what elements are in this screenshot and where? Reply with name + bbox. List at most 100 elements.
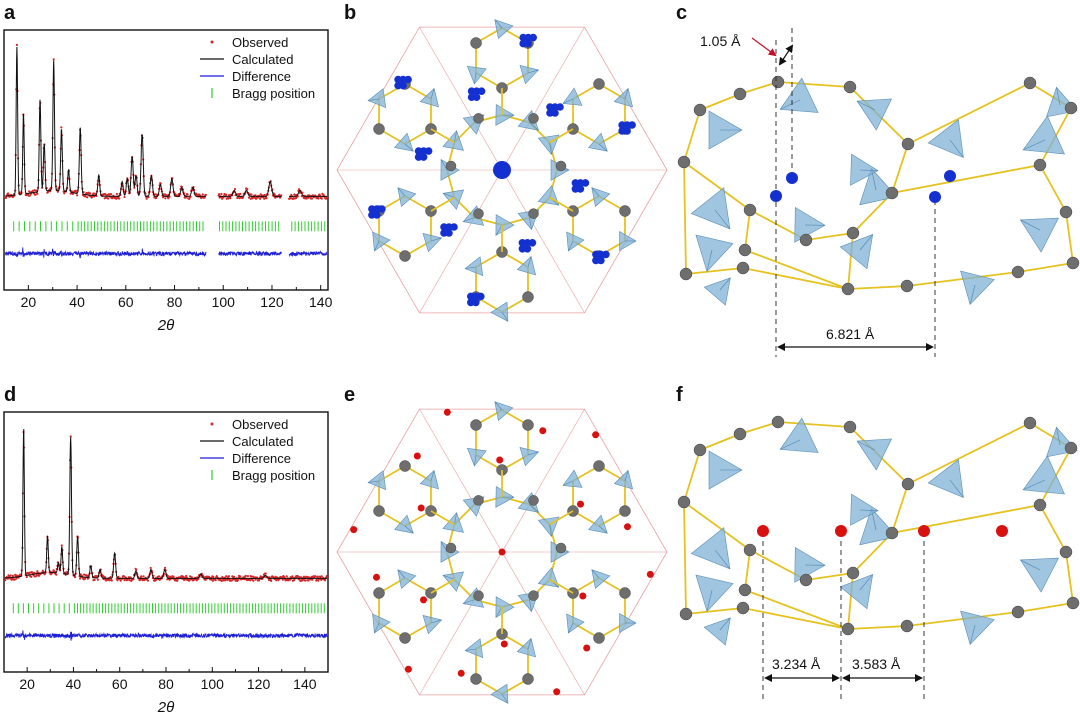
framework-bond bbox=[1017, 262, 1074, 273]
tetrahedron bbox=[927, 119, 964, 158]
ion-atom bbox=[786, 172, 798, 184]
tetrahedron bbox=[466, 65, 487, 85]
x-tick-label: 60 bbox=[112, 676, 128, 692]
observed-point bbox=[244, 574, 247, 578]
observed-point bbox=[115, 197, 118, 200]
x-tick-label: 120 bbox=[260, 294, 284, 310]
observed-point bbox=[149, 566, 152, 570]
framework-node bbox=[399, 250, 411, 262]
observed-point bbox=[239, 192, 242, 195]
tetrahedron bbox=[372, 231, 391, 252]
framework-bond bbox=[742, 267, 849, 290]
observed-point bbox=[15, 43, 18, 47]
tetrahedron-edge bbox=[562, 480, 574, 486]
framework-bond bbox=[683, 161, 751, 211]
observed-point bbox=[86, 196, 89, 199]
tetrahedron-edge bbox=[549, 524, 552, 537]
observed-point bbox=[55, 573, 58, 576]
tetrahedron bbox=[1019, 557, 1060, 593]
tetrahedron bbox=[464, 256, 484, 277]
observed-point bbox=[310, 197, 313, 200]
panel-label-e: e bbox=[344, 384, 356, 406]
ion-atom bbox=[770, 190, 782, 202]
observed-point bbox=[9, 574, 12, 577]
legend-label: Difference bbox=[232, 451, 291, 466]
framework-node bbox=[522, 291, 534, 303]
framework-bond bbox=[777, 81, 851, 88]
tetrahedron bbox=[591, 187, 611, 207]
framework-node bbox=[1033, 158, 1047, 172]
panel-label-a: a bbox=[4, 2, 16, 24]
observed-point bbox=[69, 435, 72, 438]
tetrahedron bbox=[442, 571, 465, 592]
framework-node bbox=[841, 622, 855, 636]
guest-ion bbox=[583, 644, 591, 652]
panel-label-d: d bbox=[4, 384, 17, 406]
framework-node bbox=[843, 420, 857, 434]
guest-ion bbox=[413, 452, 421, 460]
tetrahedron bbox=[839, 234, 874, 270]
tetrahedron-edge bbox=[1023, 139, 1046, 151]
framework-node bbox=[733, 87, 747, 101]
observed-point bbox=[145, 197, 148, 200]
framework-node bbox=[736, 601, 750, 615]
tetrahedron-edge bbox=[494, 19, 503, 29]
diffraction-plot-a: 20 40 60 80 100 120 140 2θ Observed Calculated Dif… bbox=[3, 29, 333, 334]
x-tick-label: 40 bbox=[69, 294, 85, 310]
tetrahedron-edge bbox=[463, 599, 475, 604]
tetrahedron bbox=[464, 638, 484, 659]
framework-node bbox=[373, 123, 385, 135]
framework-node bbox=[593, 460, 605, 472]
framework-node bbox=[473, 208, 484, 219]
observed-point bbox=[317, 197, 320, 200]
framework-bond bbox=[739, 81, 779, 95]
observed-point bbox=[285, 575, 288, 578]
guest-molecule-atom bbox=[450, 223, 458, 231]
tetrahedron-edge bbox=[624, 88, 629, 100]
guest-molecule-atom bbox=[404, 75, 412, 84]
observed-point bbox=[74, 190, 78, 193]
framework-node bbox=[555, 160, 567, 172]
observed-point bbox=[108, 193, 111, 196]
x-tick-label: 120 bbox=[247, 676, 271, 692]
observed-point bbox=[259, 197, 262, 200]
tetrahedron bbox=[397, 569, 417, 589]
framework-bond bbox=[907, 82, 1031, 145]
tetrahedron-edge bbox=[714, 209, 731, 229]
framework-bond bbox=[683, 449, 701, 503]
framework-node bbox=[470, 37, 482, 49]
framework-structure-e bbox=[336, 401, 668, 704]
x-tick-label: 100 bbox=[201, 676, 225, 692]
observed-point bbox=[13, 578, 16, 581]
tetrahedron-edge bbox=[859, 509, 878, 511]
framework-node bbox=[399, 632, 411, 644]
observed-point bbox=[116, 579, 119, 582]
observed-point bbox=[320, 575, 323, 578]
tetrahedron bbox=[613, 469, 634, 490]
tetrahedron bbox=[422, 614, 443, 635]
observed-point bbox=[188, 197, 191, 200]
framework-node bbox=[901, 477, 915, 491]
tetrahedron bbox=[779, 77, 819, 113]
observed-point bbox=[250, 575, 253, 578]
framework-bond bbox=[907, 422, 1031, 485]
observed-point bbox=[172, 575, 175, 578]
observed-point bbox=[133, 186, 136, 189]
panel-label-f: f bbox=[676, 384, 683, 406]
ion-atom bbox=[996, 525, 1008, 537]
tetrahedron bbox=[494, 401, 514, 421]
tetrahedron-edge bbox=[562, 98, 574, 104]
observed-point bbox=[35, 574, 38, 577]
observed-point bbox=[316, 575, 319, 578]
legend-marker-observed bbox=[210, 40, 214, 44]
framework-node bbox=[473, 495, 484, 506]
tetrahedron-edge bbox=[440, 159, 448, 171]
tetrahedron bbox=[695, 234, 734, 272]
tetrahedron-edge bbox=[495, 224, 503, 236]
legend-label: Observed bbox=[232, 35, 288, 50]
observed-point bbox=[246, 188, 249, 191]
observed-point bbox=[320, 197, 323, 200]
observed-point bbox=[239, 575, 242, 578]
framework-node bbox=[771, 415, 785, 429]
framework-node bbox=[1023, 76, 1037, 90]
